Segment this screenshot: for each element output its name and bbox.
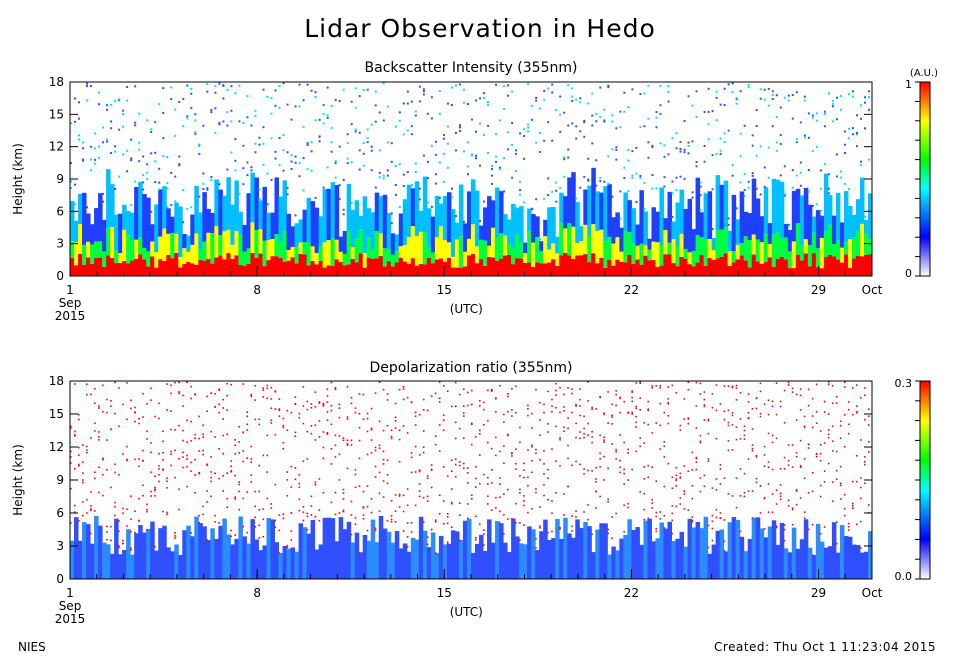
- colorbar: [919, 380, 931, 580]
- x-tick-label: 1: [66, 586, 74, 600]
- x-tick-label: 15: [437, 586, 452, 600]
- colorbar-unit: (A.U.): [910, 68, 938, 79]
- y-tick-label: 6: [56, 204, 64, 218]
- colorbar-min-label: 0: [905, 267, 912, 280]
- y-axis-label: Height (km): [11, 444, 25, 515]
- x-axis-label: (UTC): [450, 605, 483, 619]
- y-tick-label: 12: [49, 140, 64, 154]
- y-tick-label: 18: [49, 374, 64, 388]
- x-tick-label: 1: [66, 283, 74, 297]
- colorbar-max-label: 1: [905, 78, 912, 91]
- lidar-charts: Backscatter Intensity (355nm)0369121518H…: [11, 60, 938, 626]
- x-tick-year: 2015: [55, 309, 86, 323]
- x-tick-label: 22: [624, 283, 639, 297]
- x-tick-label: 29: [811, 586, 826, 600]
- x-tick-label: Oct: [862, 283, 883, 297]
- y-tick-label: 9: [56, 473, 64, 487]
- depolarization-panel: Depolarization ratio (355nm)0369121518He…: [11, 360, 931, 626]
- y-tick-label: 6: [56, 506, 64, 520]
- x-tick-label: 8: [253, 283, 261, 297]
- heatmap-texture: [70, 381, 873, 579]
- y-tick-label: 15: [49, 407, 64, 421]
- x-axis-label: (UTC): [450, 302, 483, 316]
- footer-org: NIES: [18, 640, 46, 654]
- colorbar-max-label: 0.3: [895, 377, 913, 390]
- y-tick-label: 15: [49, 107, 64, 121]
- y-axis-label: Height (km): [11, 143, 25, 214]
- x-tick-label: 15: [437, 283, 452, 297]
- x-tick-year: 2015: [55, 612, 86, 626]
- y-tick-label: 3: [56, 237, 64, 251]
- y-tick-label: 0: [56, 269, 64, 283]
- heatmap-texture: [70, 82, 873, 276]
- y-tick-label: 0: [56, 572, 64, 586]
- footer-created: Created: Thu Oct 1 11:23:04 2015: [714, 640, 936, 654]
- y-tick-label: 12: [49, 440, 64, 454]
- colorbar-min-label: 0.0: [895, 570, 913, 583]
- x-tick-label: Oct: [862, 586, 883, 600]
- panel-title: Depolarization ratio (355nm): [369, 360, 572, 376]
- panel-title: Backscatter Intensity (355nm): [365, 60, 578, 76]
- y-tick-label: 9: [56, 172, 64, 186]
- y-tick-label: 3: [56, 539, 64, 553]
- x-tick-label: 8: [253, 586, 261, 600]
- x-tick-label: 29: [811, 283, 826, 297]
- backscatter-panel: Backscatter Intensity (355nm)0369121518H…: [11, 60, 938, 323]
- x-tick-label: 22: [624, 586, 639, 600]
- x-tick-month: Sep: [59, 296, 82, 310]
- colorbar: [919, 81, 931, 277]
- x-tick-month: Sep: [59, 599, 82, 613]
- y-tick-label: 18: [49, 75, 64, 89]
- page-title: Lidar Observation in Hedo: [304, 14, 656, 43]
